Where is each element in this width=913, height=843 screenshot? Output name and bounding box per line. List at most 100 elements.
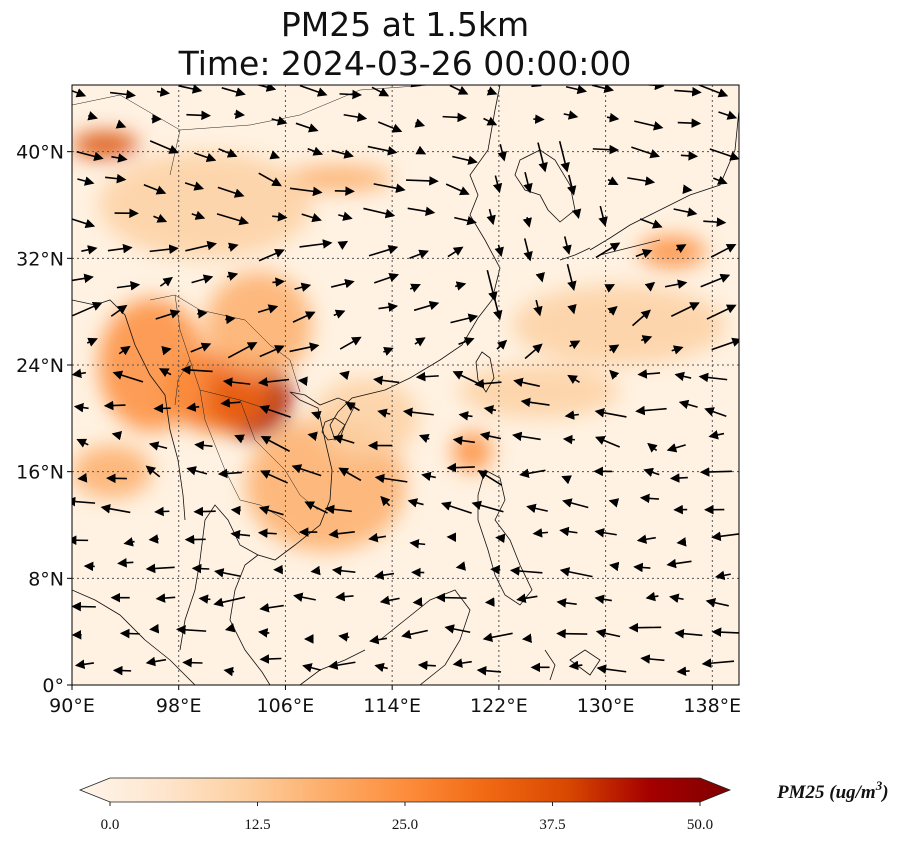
wind-arrow — [520, 397, 550, 408]
wind-arrow — [477, 470, 503, 486]
wind-arrow — [645, 591, 659, 602]
wind-arrow — [627, 176, 656, 186]
wind-arrow — [145, 465, 161, 478]
wind-arrow — [598, 205, 608, 227]
coastline-korea — [514, 149, 576, 223]
wind-arrow — [454, 215, 477, 226]
wind-arrow — [513, 377, 540, 388]
wind-arrow — [562, 236, 572, 255]
wind-arrow — [73, 402, 89, 413]
wind-arrow — [155, 309, 181, 320]
wind-arrow — [76, 150, 104, 162]
wind-arrow — [372, 375, 400, 386]
wind-arrow — [444, 624, 471, 634]
wind-arrow — [594, 408, 627, 418]
colorbar: 0.0 12.5 25.0 37.5 50.0 PM25 (ug/m3) — [78, 777, 889, 833]
wind-arrow — [218, 148, 238, 158]
wind-arrow — [72, 302, 103, 317]
wind-arrow — [117, 558, 134, 568]
wind-arrow — [185, 240, 217, 252]
wind-arrow — [666, 558, 692, 569]
wind-arrow — [636, 534, 656, 544]
wind-arrow — [409, 249, 429, 259]
wind-arrow — [458, 411, 473, 421]
wind-arrow — [609, 369, 620, 380]
wind-arrow — [230, 505, 241, 516]
lon-tick-label: 130°E — [577, 695, 635, 717]
wind-arrow — [483, 405, 497, 415]
wind-arrow — [383, 346, 394, 356]
wind-arrow — [512, 431, 541, 442]
wind-arrow — [216, 213, 250, 226]
wind-arrow — [442, 112, 468, 123]
wind-arrow — [669, 473, 688, 483]
wind-arrow — [445, 183, 470, 196]
wind-arrow — [698, 85, 729, 98]
wind-arrow — [159, 276, 173, 287]
wind-arrow — [260, 470, 288, 484]
wind-arrow — [338, 467, 362, 482]
wind-arrow — [406, 176, 439, 186]
wind-arrow — [339, 336, 362, 350]
wind-arrow — [338, 632, 350, 642]
wind-arrow — [677, 118, 702, 128]
wind-arrow — [380, 495, 391, 507]
wind-arrow — [562, 498, 589, 509]
wind-arrow — [634, 120, 664, 131]
wind-arrow — [77, 176, 95, 186]
wind-arrow — [217, 468, 243, 479]
pm25-hotspot — [512, 285, 726, 365]
wind-arrow — [258, 172, 282, 187]
wind-arrow — [607, 305, 618, 316]
wind-arrow — [107, 243, 133, 254]
wind-arrow — [345, 401, 360, 412]
wind-arrow — [330, 278, 355, 289]
wind-arrow — [637, 369, 661, 379]
wind-arrow — [631, 146, 660, 159]
wind-arrow — [299, 85, 328, 97]
wind-arrow — [339, 370, 350, 381]
wind-arrow — [257, 628, 270, 638]
wind-arrow — [193, 506, 216, 517]
wind-arrow — [604, 284, 616, 293]
gridline-layer — [72, 85, 739, 685]
wind-arrow — [606, 112, 620, 123]
wind-arrow — [401, 629, 428, 640]
wind-arrow — [671, 345, 684, 355]
wind-arrow — [718, 110, 738, 120]
wind-arrow — [703, 217, 727, 227]
wind-arrow — [149, 140, 179, 154]
wind-arrow — [421, 471, 436, 482]
wind-arrow — [115, 119, 127, 129]
wind-arrow — [568, 660, 583, 671]
lon-tick-label: 122°E — [470, 695, 528, 717]
wind-arrow — [294, 282, 312, 292]
wind-arrow — [154, 506, 170, 517]
wind-arrow — [333, 309, 346, 319]
wind-arrow — [712, 175, 728, 185]
wind-arrow — [676, 666, 690, 676]
wind-arrow — [676, 537, 687, 547]
wind-arrow — [447, 246, 464, 258]
wind-arrow — [492, 175, 503, 194]
wind-arrow — [535, 272, 545, 283]
coastline-sumatra — [72, 589, 196, 685]
wind-arrow — [700, 273, 731, 288]
wind-arrow — [666, 443, 686, 453]
wind-arrow — [234, 109, 246, 119]
wind-arrow — [474, 378, 502, 389]
wind-arrow — [343, 112, 368, 122]
wind-arrow — [119, 628, 140, 639]
wind-arrow — [186, 466, 208, 476]
wind-arrow — [563, 110, 579, 120]
wind-arrow — [569, 340, 581, 350]
wind-arrow — [566, 174, 577, 196]
wind-arrow — [628, 622, 662, 633]
wind-arrow — [674, 371, 692, 382]
wind-arrow — [225, 314, 236, 325]
pm25-hotspot — [285, 165, 393, 192]
wind-arrow — [197, 308, 208, 319]
wind-arrow — [149, 623, 160, 634]
wind-arrow — [180, 365, 213, 375]
wind-arrow — [374, 473, 408, 484]
